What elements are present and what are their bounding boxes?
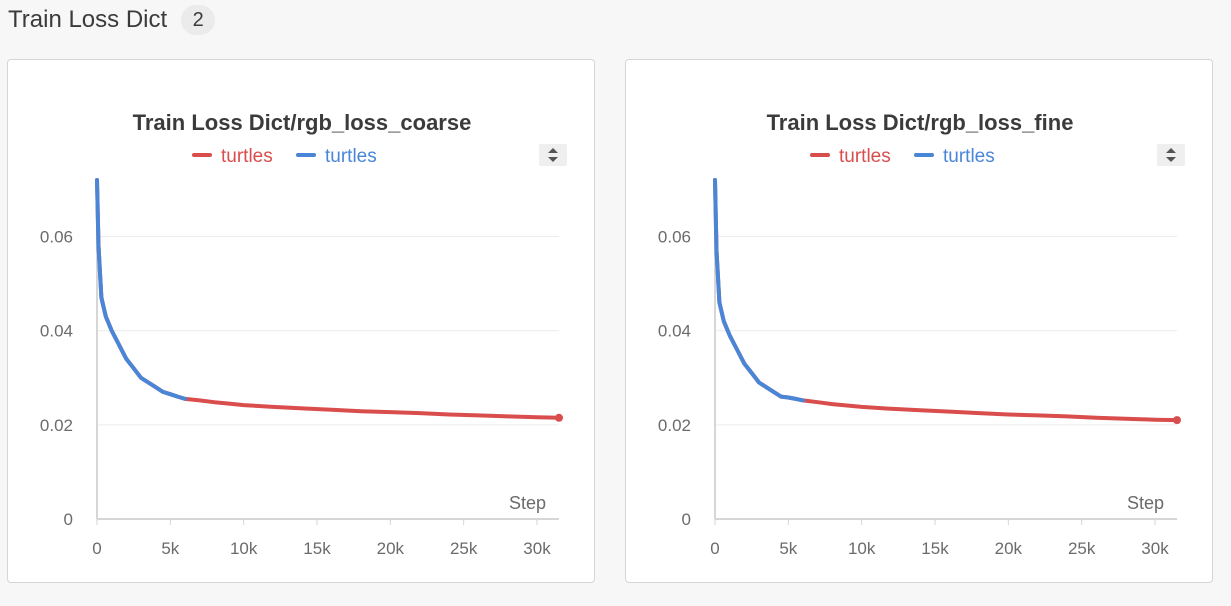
chart-panel-rgb-loss-coarse[interactable]: Train Loss Dict/rgb_loss_coarse turtles tu… bbox=[7, 59, 595, 583]
legend-sort-button[interactable] bbox=[539, 144, 567, 166]
x-tick-label: 10k bbox=[230, 539, 258, 558]
series-line-blue bbox=[95, 178, 187, 401]
legend-label: turtles bbox=[839, 146, 891, 167]
panel-count-badge: 2 bbox=[181, 5, 216, 35]
y-tick-label: 0 bbox=[64, 510, 73, 529]
legend-label: turtles bbox=[221, 146, 273, 167]
chevron-up-icon bbox=[1166, 148, 1176, 153]
section-title: Train Loss Dict bbox=[8, 6, 168, 33]
y-tick-label: 0.02 bbox=[658, 416, 691, 435]
chart-panel-rgb-loss-fine[interactable]: Train Loss Dict/rgb_loss_fine turtles turt… bbox=[625, 59, 1213, 583]
x-tick-label: 20k bbox=[995, 539, 1023, 558]
x-tick-label: 25k bbox=[1068, 539, 1096, 558]
sort-button-bg bbox=[539, 144, 567, 166]
sort-button-bg bbox=[1157, 144, 1185, 166]
legend-label: turtles bbox=[325, 146, 377, 167]
y-tick-label: 0.06 bbox=[40, 228, 73, 247]
chevron-up-icon bbox=[548, 148, 558, 153]
x-tick-label: 0 bbox=[710, 539, 719, 558]
y-tick-label: 0.04 bbox=[40, 322, 73, 341]
x-axis-title: Step bbox=[509, 493, 546, 513]
y-tick-label: 0.02 bbox=[40, 416, 73, 435]
legend: turtles turtles bbox=[192, 146, 377, 167]
chevron-down-icon bbox=[1166, 157, 1176, 162]
chart-title: Train Loss Dict/rgb_loss_coarse bbox=[133, 110, 472, 135]
x-tick-label: 15k bbox=[303, 539, 331, 558]
chevron-down-icon bbox=[548, 157, 558, 162]
x-tick-label: 5k bbox=[161, 539, 179, 558]
x-tick-label: 15k bbox=[921, 539, 949, 558]
series-line-red bbox=[713, 178, 1179, 423]
x-tick-label: 0 bbox=[92, 539, 101, 558]
section-header: Train Loss Dict 2 bbox=[8, 4, 216, 36]
y-tick-label: 0 bbox=[682, 510, 691, 529]
legend-sort-button[interactable] bbox=[1157, 144, 1185, 166]
x-tick-label: 30k bbox=[523, 539, 551, 558]
x-axis-title: Step bbox=[1127, 493, 1164, 513]
legend-label: turtles bbox=[943, 146, 995, 167]
x-tick-label: 30k bbox=[1141, 539, 1169, 558]
x-tick-label: 5k bbox=[779, 539, 797, 558]
y-tick-label: 0.06 bbox=[658, 228, 691, 247]
x-tick-label: 20k bbox=[377, 539, 405, 558]
series-end-point bbox=[555, 413, 563, 422]
x-tick-label: 25k bbox=[450, 539, 478, 558]
series-line-blue bbox=[713, 178, 805, 403]
series-end-point bbox=[1173, 416, 1181, 425]
legend: turtles turtles bbox=[810, 146, 995, 167]
chart-title: Train Loss Dict/rgb_loss_fine bbox=[767, 110, 1074, 135]
x-tick-label: 10k bbox=[848, 539, 876, 558]
series-line-red bbox=[95, 178, 561, 420]
y-tick-label: 0.04 bbox=[658, 322, 691, 341]
